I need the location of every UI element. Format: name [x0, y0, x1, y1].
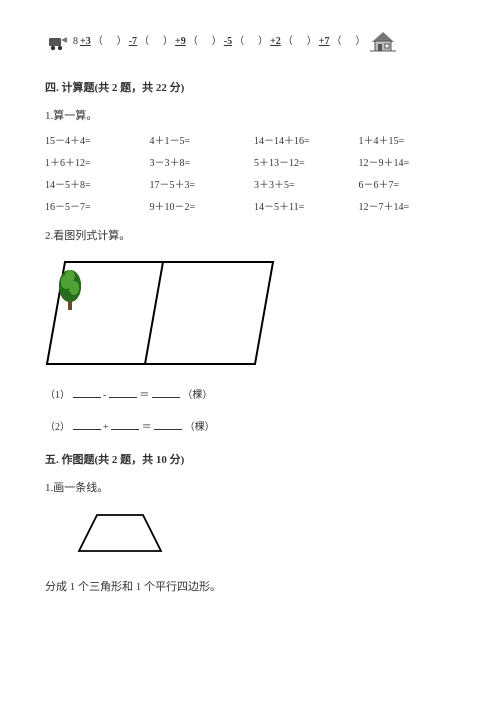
section5-q1-label: 1.画一条线。 [45, 479, 455, 499]
chain-op: +9 [175, 33, 186, 51]
chain-start: 8 [73, 33, 78, 51]
blank [154, 420, 182, 430]
paren-r: ） [307, 33, 317, 51]
blank [109, 388, 137, 398]
calc-cell: 3＋3＋5= [254, 177, 351, 195]
calc-cell: 15－4＋4= [45, 133, 142, 151]
fill1-prefix: （1） [45, 390, 70, 401]
plus: + [103, 422, 109, 433]
calc-cell: 5＋13－12= [254, 155, 351, 173]
fill-row-2: （2） + ＝ （棵） [45, 419, 455, 437]
calc-cell: 3－3＋8= [150, 155, 247, 173]
calc-cell: 6－6＋7= [359, 177, 456, 195]
chain-op: +2 [270, 33, 281, 51]
equals: ＝ [139, 390, 149, 401]
paren-l: （ [188, 33, 198, 51]
chain-op: -5 [224, 33, 232, 51]
tree-figure [45, 258, 280, 373]
section4-q2-label: 2.看图列式计算。 [45, 227, 455, 247]
calc-cell: 14－5＋8= [45, 177, 142, 195]
paren-r: ） [212, 33, 222, 51]
section5-title: 五. 作图题(共 2 题，共 10 分) [45, 451, 455, 471]
house-icon [368, 30, 398, 54]
paren-r: ） [117, 33, 127, 51]
arithmetic-chain: 8 +3 （ ） -7 （ ） +9 （ ） -5 （ ） +2 （ ） +7 … [45, 30, 455, 54]
calc-cell: 12－7＋14= [359, 199, 456, 217]
paren-l: （ [234, 33, 244, 51]
fill-row-1: （1） - ＝ （棵） [45, 387, 455, 405]
minus: - [103, 390, 106, 401]
paren-r: ） [163, 33, 173, 51]
paren-l: （ [332, 33, 342, 51]
calc-cell: 4＋1－5= [150, 133, 247, 151]
section5-desc: 分成 1 个三角形和 1 个平行四边形。 [45, 578, 455, 598]
paren-r: ） [356, 33, 366, 51]
unit: （棵） [182, 390, 212, 401]
paren-l: （ [283, 33, 293, 51]
calc-cell: 1＋6＋12= [45, 155, 142, 173]
equals: ＝ [142, 422, 152, 433]
calc-cell: 14－5＋11= [254, 199, 351, 217]
chain-op: +7 [319, 33, 330, 51]
section4-title: 四. 计算题(共 2 题，共 22 分) [45, 79, 455, 99]
blank [152, 388, 180, 398]
blank [73, 420, 101, 430]
calc-cell: 9＋10－2= [150, 199, 247, 217]
calc-cell: 16－5－7= [45, 199, 142, 217]
calc-grid: 15－4＋4= 4＋1－5= 14－14＋16= 1＋4＋15= 1＋6＋12=… [45, 133, 455, 217]
calc-cell: 1＋4＋15= [359, 133, 456, 151]
paren-l: （ [93, 33, 103, 51]
calc-cell: 12－9＋14= [359, 155, 456, 173]
fill2-prefix: （2） [45, 422, 70, 433]
section4-q1-label: 1.算一算。 [45, 107, 455, 127]
paren-l: （ [139, 33, 149, 51]
calc-cell: 17－5＋3= [150, 177, 247, 195]
cart-icon [45, 32, 71, 52]
trapezoid-shape [75, 511, 455, 564]
calc-cell: 14－14＋16= [254, 133, 351, 151]
blank [111, 420, 139, 430]
blank [73, 388, 101, 398]
unit: （棵） [185, 422, 215, 433]
paren-r: ） [258, 33, 268, 51]
chain-op: +3 [80, 33, 91, 51]
chain-op: -7 [129, 33, 137, 51]
